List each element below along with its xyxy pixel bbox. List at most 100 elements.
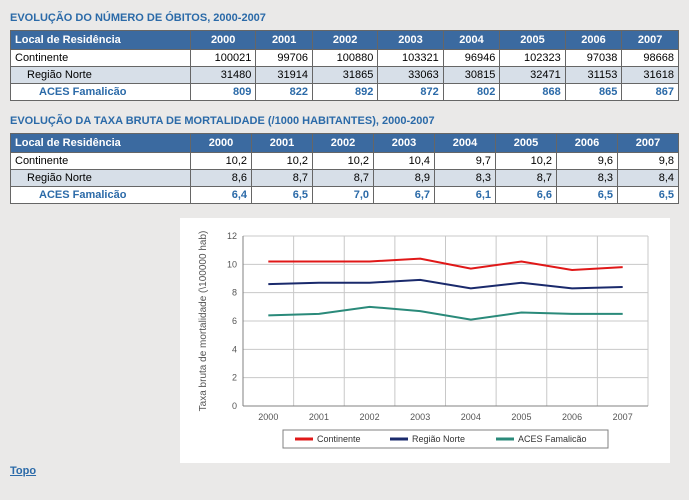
cell-value: 10,2 <box>252 153 313 170</box>
col-year: 2007 <box>618 134 679 153</box>
table2: Local de Residência200020012002200320042… <box>10 133 679 204</box>
cell-value: 31914 <box>256 67 313 84</box>
col-year: 2005 <box>500 31 565 50</box>
cell-value: 8,3 <box>435 170 496 187</box>
col-local: Local de Residência <box>11 134 191 153</box>
cell-value: 892 <box>312 84 377 101</box>
cell-value: 8,6 <box>191 170 252 187</box>
table-row: ACES Famalicão6,46,57,06,76,16,66,56,5 <box>11 187 679 204</box>
svg-text:ACES Famalicão: ACES Famalicão <box>518 434 587 444</box>
svg-text:12: 12 <box>227 231 237 241</box>
col-year: 2007 <box>622 31 679 50</box>
col-year: 2001 <box>252 134 313 153</box>
col-year: 2000 <box>191 134 252 153</box>
cell-value: 8,3 <box>557 170 618 187</box>
topo-link[interactable]: Topo <box>10 465 36 477</box>
cell-value: 7,0 <box>313 187 374 204</box>
cell-value: 100880 <box>312 50 377 67</box>
cell-value: 10,2 <box>313 153 374 170</box>
row-label: Região Norte <box>11 170 191 187</box>
cell-value: 31865 <box>312 67 377 84</box>
cell-value: 6,1 <box>435 187 496 204</box>
cell-value: 32471 <box>500 67 565 84</box>
cell-value: 10,4 <box>374 153 435 170</box>
row-label: Região Norte <box>11 67 191 84</box>
cell-value: 872 <box>378 84 443 101</box>
cell-value: 97038 <box>565 50 622 67</box>
cell-value: 9,6 <box>557 153 618 170</box>
table-row: Continente10,210,210,210,49,710,29,69,8 <box>11 153 679 170</box>
col-year: 2000 <box>191 31 256 50</box>
cell-value: 10,2 <box>191 153 252 170</box>
svg-text:8: 8 <box>232 288 237 298</box>
table-row: Continente100021997061008801033219694610… <box>11 50 679 67</box>
table-row: ACES Famalicão809822892872802868865867 <box>11 84 679 101</box>
cell-value: 31618 <box>622 67 679 84</box>
table1: Local de Residência200020012002200320042… <box>10 30 679 101</box>
cell-value: 98668 <box>622 50 679 67</box>
col-year: 2006 <box>557 134 618 153</box>
cell-value: 6,7 <box>374 187 435 204</box>
svg-text:2: 2 <box>232 373 237 383</box>
svg-text:2004: 2004 <box>461 412 481 422</box>
cell-value: 865 <box>565 84 622 101</box>
svg-text:2005: 2005 <box>511 412 531 422</box>
col-year: 2002 <box>312 31 377 50</box>
cell-value: 100021 <box>191 50 256 67</box>
svg-text:2006: 2006 <box>562 412 582 422</box>
col-year: 2004 <box>443 31 500 50</box>
col-year: 2001 <box>256 31 313 50</box>
cell-value: 96946 <box>443 50 500 67</box>
svg-text:6: 6 <box>232 316 237 326</box>
cell-value: 6,5 <box>618 187 679 204</box>
cell-value: 102323 <box>500 50 565 67</box>
table-row: Região Norte3148031914318653306330815324… <box>11 67 679 84</box>
svg-text:4: 4 <box>232 344 237 354</box>
cell-value: 6,4 <box>191 187 252 204</box>
svg-text:2003: 2003 <box>410 412 430 422</box>
col-year: 2003 <box>378 31 443 50</box>
cell-value: 822 <box>256 84 313 101</box>
svg-text:2001: 2001 <box>309 412 329 422</box>
col-year: 2005 <box>496 134 557 153</box>
table-row: Região Norte8,68,78,78,98,38,78,38,4 <box>11 170 679 187</box>
svg-text:10: 10 <box>227 259 237 269</box>
svg-text:Continente: Continente <box>317 434 361 444</box>
cell-value: 9,7 <box>435 153 496 170</box>
cell-value: 8,4 <box>618 170 679 187</box>
row-label: ACES Famalicão <box>11 84 191 101</box>
row-label: Continente <box>11 50 191 67</box>
table2-title: EVOLUÇÃO DA TAXA BRUTA DE MORTALIDADE (/… <box>10 115 679 127</box>
cell-value: 8,7 <box>252 170 313 187</box>
cell-value: 6,6 <box>496 187 557 204</box>
cell-value: 6,5 <box>252 187 313 204</box>
cell-value: 8,9 <box>374 170 435 187</box>
row-label: ACES Famalicão <box>11 187 191 204</box>
cell-value: 8,7 <box>496 170 557 187</box>
cell-value: 8,7 <box>313 170 374 187</box>
cell-value: 33063 <box>378 67 443 84</box>
table1-title: EVOLUÇÃO DO NÚMERO DE ÓBITOS, 2000-2007 <box>10 12 679 24</box>
col-local: Local de Residência <box>11 31 191 50</box>
mortality-chart: 0246810122000200120022003200420052006200… <box>180 218 670 463</box>
cell-value: 802 <box>443 84 500 101</box>
cell-value: 867 <box>622 84 679 101</box>
cell-value: 103321 <box>378 50 443 67</box>
col-year: 2003 <box>374 134 435 153</box>
svg-text:2000: 2000 <box>258 412 278 422</box>
col-year: 2006 <box>565 31 622 50</box>
cell-value: 30815 <box>443 67 500 84</box>
cell-value: 868 <box>500 84 565 101</box>
cell-value: 99706 <box>256 50 313 67</box>
svg-text:2002: 2002 <box>360 412 380 422</box>
cell-value: 9,8 <box>618 153 679 170</box>
cell-value: 10,2 <box>496 153 557 170</box>
cell-value: 31480 <box>191 67 256 84</box>
col-year: 2004 <box>435 134 496 153</box>
cell-value: 809 <box>191 84 256 101</box>
col-year: 2002 <box>313 134 374 153</box>
cell-value: 31153 <box>565 67 622 84</box>
svg-text:0: 0 <box>232 401 237 411</box>
svg-text:Região Norte: Região Norte <box>412 434 465 444</box>
cell-value: 6,5 <box>557 187 618 204</box>
